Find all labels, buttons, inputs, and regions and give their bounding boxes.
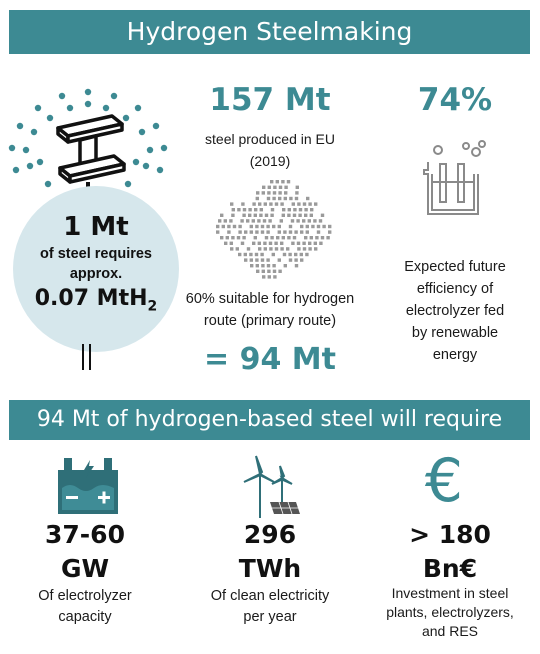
electricity-caption-1: Of clean electricity: [210, 588, 330, 604]
electrolyzer-capacity-value: 37-60: [45, 520, 125, 549]
title-banner: Hydrogen Steelmaking: [9, 10, 530, 54]
requirement-line-2: approx.: [69, 266, 123, 282]
investment-caption-2: plants, electrolyzers,: [386, 604, 514, 620]
eu-steel-desc-line-2: (2019): [249, 153, 291, 169]
electrolyzer-battery-icon: [58, 458, 118, 514]
section-title: 94 Mt of hydrogen-based steel will requi…: [36, 407, 503, 432]
eu-steel-desc-line-1: steel produced in EU: [205, 131, 335, 147]
euro-icon: €: [424, 446, 464, 516]
efficiency-line-1: Expected future: [404, 259, 506, 275]
investment-value: > 180: [409, 520, 491, 549]
electrolyzer-caption-2: capacity: [58, 609, 112, 625]
efficiency-line-3: electrolyzer fed: [405, 303, 505, 319]
europe-map-icon: [216, 180, 332, 279]
suitability-line-1: 60% suitable for hydrogen: [185, 291, 355, 307]
wind-turbine-solar-icon: [243, 455, 300, 518]
clean-electricity-unit: TWh: [238, 554, 302, 583]
connector-line: [82, 344, 91, 370]
efficiency-line-2: efficiency of: [416, 281, 494, 297]
hydrogen-amount-value: 0.07 MtH: [34, 286, 148, 311]
investment-caption-3: and RES: [421, 623, 479, 639]
electrolyzer-caption-1: Of electrolyzer: [38, 588, 132, 604]
page-title: Hydrogen Steelmaking: [126, 17, 413, 46]
investment-unit: Bn€: [422, 554, 478, 583]
electricity-caption-2: per year: [243, 609, 297, 625]
suitability-line-2: route (primary route): [203, 313, 337, 329]
clean-electricity-value: 296: [243, 520, 297, 549]
requirement-line-1: of steel requires: [39, 246, 152, 262]
eu-steel-production-value: 157 Mt: [209, 82, 331, 118]
electrolyzer-lab-icon: [423, 140, 486, 215]
hydrogen-requirement-circle: [13, 186, 179, 352]
efficiency-line-4: by renewable: [411, 325, 499, 341]
steel-amount: 1 Mt: [63, 212, 129, 242]
hydrogen-route-result: = 94 Mt: [204, 342, 336, 377]
efficiency-line-5: energy: [432, 347, 478, 363]
section-banner: 94 Mt of hydrogen-based steel will requi…: [9, 400, 530, 440]
steel-beam-sparks-icon: [8, 88, 168, 200]
electrolyzer-capacity-unit: GW: [60, 554, 110, 583]
investment-caption-1: Investment in steel: [391, 585, 509, 601]
hydrogen-subscript: 2: [147, 298, 158, 315]
efficiency-value: 74%: [417, 82, 493, 118]
hydrogen-amount: 0.07 MtH2: [13, 286, 179, 314]
